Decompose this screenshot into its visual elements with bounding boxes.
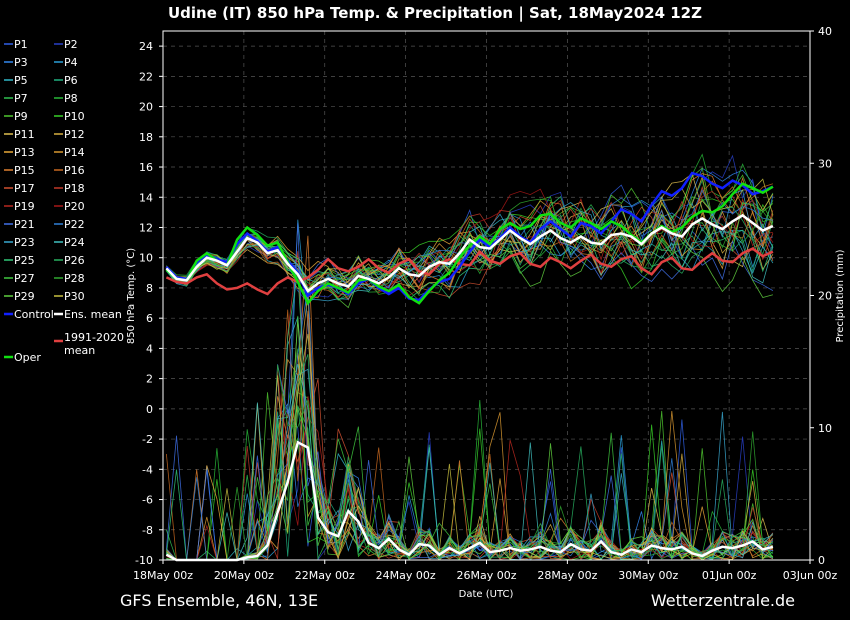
footer-site: Wetterzentrale.de (651, 591, 795, 610)
legend-label-p1: P1 (14, 38, 28, 51)
y-tick-label: 4 (146, 342, 153, 355)
member-temp-p18 (166, 198, 774, 298)
legend-label-p3: P3 (14, 56, 28, 69)
x-tick-label: 01Jun 00z (702, 569, 757, 582)
y-tick-label: 20 (139, 101, 153, 114)
legend-label-p12: P12 (64, 128, 85, 141)
legend-label-p29: P29 (14, 290, 35, 303)
legend-label-p13: P13 (14, 146, 35, 159)
y-tick-label: 22 (139, 70, 153, 83)
y2-axis-ticks: 0 10 20 30 40 (810, 25, 832, 567)
legend-label-p8: P8 (64, 92, 78, 105)
x-tick-label: 30May 00z (618, 569, 678, 582)
legend-label-1991-2020-mean: 1991-2020 mean (64, 331, 124, 357)
x-tick-label: 26May 00z (456, 569, 516, 582)
member-precip-p28 (166, 364, 774, 561)
legend-label-p10: P10 (64, 110, 85, 123)
y-tick-label: 12 (139, 221, 153, 234)
legend-label-p20: P20 (64, 200, 85, 213)
y-axis-label: 850 hPa Temp. (°C) (126, 248, 137, 344)
x-tick-label: 20May 00z (214, 569, 274, 582)
legend-label-p27: P27 (14, 272, 35, 285)
legend-label-p5: P5 (14, 74, 28, 87)
legend-label-p14: P14 (64, 146, 85, 159)
y2-tick-label: 30 (818, 157, 832, 170)
legend-label-p19: P19 (14, 200, 35, 213)
footer-model-info: GFS Ensemble, 46N, 13E (120, 591, 318, 610)
y-tick-label: 14 (139, 191, 153, 204)
y-tick-label: -8 (142, 524, 153, 537)
legend-label-p23: P23 (14, 236, 35, 249)
climate-mean-line (165, 247, 774, 296)
legend-label-p15: P15 (14, 164, 35, 177)
y-tick-label: 10 (139, 252, 153, 265)
y2-tick-label: 40 (818, 25, 832, 38)
x-axis-label: Date (UTC) (459, 589, 514, 600)
legend: P1 P2 P3 P4 P5 P6 P7 P8 P9 P10 P11 P12 P13 P14 P15 P16 P… (4, 38, 124, 364)
x-tick-label: 18May 00z (133, 569, 193, 582)
x-tick-label: 28May 00z (537, 569, 597, 582)
ens-mean-temp-line (165, 213, 774, 293)
legend-label-p4: P4 (64, 56, 78, 69)
y-tick-label: 18 (139, 131, 153, 144)
y-tick-label: 0 (146, 403, 153, 416)
member-precip-p22 (166, 286, 774, 561)
legend-label-p7: P7 (14, 92, 28, 105)
y-tick-label: 8 (146, 282, 153, 295)
member-temp-p5 (166, 207, 774, 296)
x-axis-ticks: 18May 00z 20May 00z 22May 00z 24May 00z 26Ma… (133, 560, 837, 582)
y2-tick-label: 20 (818, 290, 832, 303)
x-tick-label: 24May 00z (376, 569, 436, 582)
member-temp-p8 (166, 153, 774, 306)
y2-tick-label: 0 (818, 554, 825, 567)
member-precip-p27 (166, 315, 774, 561)
legend-label-p26: P26 (64, 254, 85, 267)
y-tick-label: 24 (139, 40, 153, 53)
legend-label-p16: P16 (64, 164, 85, 177)
y2-axis-label: Precipitation (mm) (835, 249, 846, 342)
y-tick-label: -6 (142, 494, 153, 507)
chart-title: Udine (IT) 850 hPa Temp. & Precipitation… (168, 4, 702, 23)
legend-label-p17: P17 (14, 182, 35, 195)
legend-label-control: Control (14, 308, 54, 321)
legend-label-p11: P11 (14, 128, 35, 141)
legend-label-p18: P18 (64, 182, 85, 195)
oper-temp-line (165, 182, 774, 306)
legend-label-p24: P24 (64, 236, 85, 249)
member-precip-p30 (166, 333, 774, 561)
legend-label-p2: P2 (64, 38, 78, 51)
y-tick-label: -4 (142, 463, 153, 476)
y-tick-label: -10 (135, 554, 153, 567)
main-series (165, 171, 774, 562)
legend-label-oper: Oper (14, 351, 41, 364)
y-tick-label: 16 (139, 161, 153, 174)
y-tick-label: -2 (142, 433, 153, 446)
legend-label-p25: P25 (14, 254, 35, 267)
x-tick-label: 22May 00z (295, 569, 355, 582)
legend-label-p9: P9 (14, 110, 28, 123)
legend-label-ens-mean: Ens. mean (64, 308, 122, 321)
x-tick-label: 03Jun 00z (783, 569, 838, 582)
y2-tick-label: 10 (818, 422, 832, 435)
legend-label-p30: P30 (64, 290, 85, 303)
legend-label-p22: P22 (64, 218, 85, 231)
y-tick-label: 6 (146, 312, 153, 325)
legend-label-p21: P21 (14, 218, 35, 231)
legend-label-p6: P6 (64, 74, 78, 87)
ens-mean-precip-line (165, 440, 774, 562)
y-tick-label: 2 (146, 373, 153, 386)
legend-label-p28: P28 (64, 272, 85, 285)
